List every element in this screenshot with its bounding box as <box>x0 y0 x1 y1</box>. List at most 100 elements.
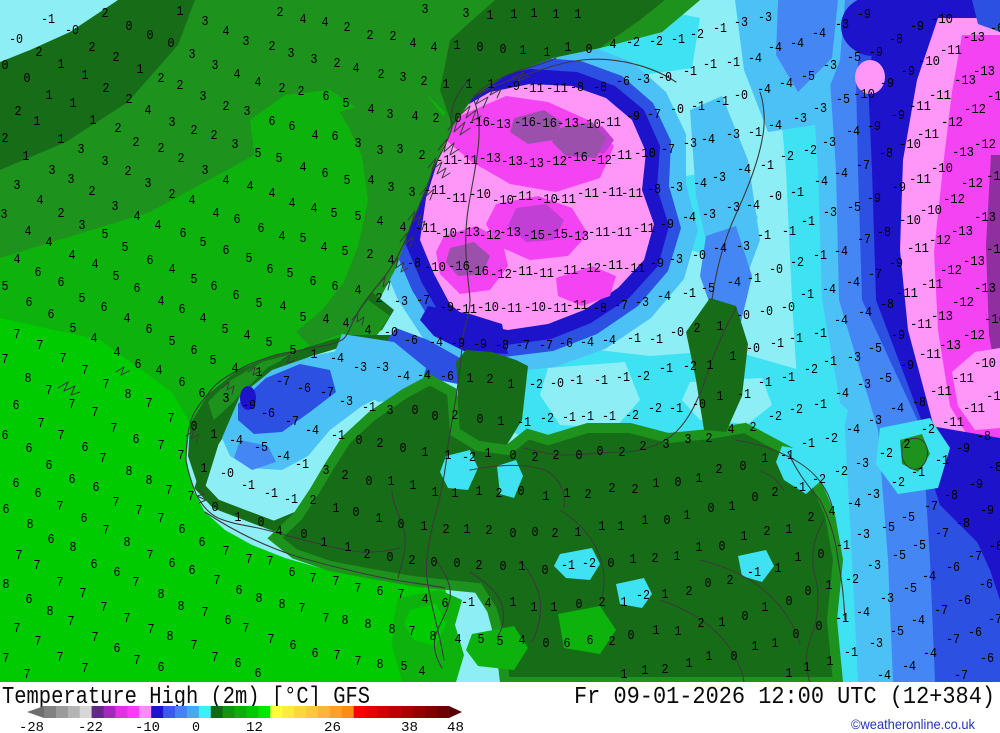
svg-text:1: 1 <box>46 88 53 104</box>
svg-text:-10: -10 <box>424 260 446 276</box>
svg-text:0: 0 <box>708 501 715 517</box>
svg-text:-10: -10 <box>477 300 499 316</box>
svg-text:6: 6 <box>48 532 55 548</box>
svg-text:5: 5 <box>255 146 262 162</box>
svg-text:3: 3 <box>244 104 251 120</box>
svg-text:3: 3 <box>14 178 21 194</box>
svg-text:2: 2 <box>496 486 503 502</box>
svg-text:-10: -10 <box>918 54 940 70</box>
svg-text:-0: -0 <box>670 325 684 341</box>
svg-text:-7: -7 <box>661 142 675 158</box>
svg-text:2: 2 <box>609 634 616 650</box>
svg-text:-1: -1 <box>737 387 751 403</box>
svg-text:-1: -1 <box>801 436 815 452</box>
svg-text:-2: -2 <box>780 149 794 165</box>
svg-text:0: 0 <box>608 556 615 572</box>
svg-text:3: 3 <box>232 137 239 153</box>
svg-text:-9: -9 <box>473 337 487 353</box>
svg-text:-11: -11 <box>917 127 939 143</box>
svg-text:1: 1 <box>421 519 428 535</box>
svg-text:-11: -11 <box>623 261 645 277</box>
svg-text:4: 4 <box>610 37 617 53</box>
svg-text:1: 1 <box>82 68 89 84</box>
svg-text:4: 4 <box>728 422 735 438</box>
svg-text:4: 4 <box>223 24 230 40</box>
svg-text:6: 6 <box>147 253 154 269</box>
svg-text:1: 1 <box>804 660 811 676</box>
svg-text:-6: -6 <box>957 593 971 609</box>
svg-text:0: 0 <box>24 71 31 87</box>
svg-text:1: 1 <box>388 474 395 490</box>
svg-text:-8: -8 <box>889 32 903 48</box>
svg-text:-1: -1 <box>331 428 345 444</box>
svg-text:7: 7 <box>334 648 341 664</box>
svg-text:-12: -12 <box>964 102 986 118</box>
svg-text:7: 7 <box>147 548 154 564</box>
svg-text:0: 0 <box>752 490 759 506</box>
svg-text:0: 0 <box>477 40 484 56</box>
svg-text:2: 2 <box>772 485 779 501</box>
svg-text:©weatheronline.co.uk: ©weatheronline.co.uk <box>851 716 976 732</box>
svg-text:2: 2 <box>211 128 218 144</box>
svg-text:-10: -10 <box>469 187 491 203</box>
svg-text:-10: -10 <box>524 300 546 316</box>
svg-text:-1: -1 <box>748 125 762 141</box>
svg-text:-9: -9 <box>969 477 983 493</box>
svg-text:0: 0 <box>542 563 549 579</box>
svg-text:-0: -0 <box>769 262 783 278</box>
svg-text:2: 2 <box>277 5 284 21</box>
svg-text:-3: -3 <box>855 456 869 472</box>
svg-text:1: 1 <box>752 639 759 655</box>
svg-text:-1: -1 <box>781 370 795 386</box>
svg-text:7: 7 <box>3 651 10 667</box>
svg-text:1: 1 <box>707 358 714 374</box>
svg-text:0: 0 <box>366 474 373 490</box>
svg-text:-1: -1 <box>561 558 575 574</box>
svg-text:7: 7 <box>223 544 230 560</box>
svg-text:6: 6 <box>189 563 196 579</box>
svg-text:1: 1 <box>90 113 97 129</box>
svg-text:-3: -3 <box>868 413 882 429</box>
svg-text:6: 6 <box>3 502 10 518</box>
svg-text:-5: -5 <box>254 440 268 456</box>
svg-text:1: 1 <box>674 549 681 565</box>
svg-text:-16: -16 <box>467 264 489 280</box>
svg-text:-9: -9 <box>242 398 256 414</box>
svg-text:3: 3 <box>78 142 85 158</box>
svg-text:-0: -0 <box>658 70 672 86</box>
svg-text:-1: -1 <box>790 185 804 201</box>
svg-text:2: 2 <box>133 135 140 151</box>
svg-text:-7: -7 <box>968 549 982 565</box>
svg-text:2: 2 <box>619 445 626 461</box>
svg-text:-0: -0 <box>692 397 706 413</box>
svg-text:3: 3 <box>79 218 86 234</box>
svg-text:-8: -8 <box>944 488 958 504</box>
svg-text:6: 6 <box>289 119 296 135</box>
svg-text:-1: -1 <box>284 492 298 508</box>
svg-text:4: 4 <box>300 160 307 176</box>
svg-text:-0: -0 <box>781 300 795 316</box>
svg-text:5: 5 <box>343 96 350 112</box>
svg-text:-13: -13 <box>939 338 961 354</box>
svg-text:26: 26 <box>324 720 341 733</box>
svg-text:7: 7 <box>158 511 165 527</box>
svg-text:4: 4 <box>69 248 76 264</box>
svg-text:7: 7 <box>57 650 64 666</box>
svg-text:2: 2 <box>419 148 426 164</box>
svg-text:-12: -12 <box>943 192 965 208</box>
svg-text:-8: -8 <box>570 80 584 96</box>
svg-text:1: 1 <box>432 485 439 501</box>
svg-text:-4: -4 <box>417 368 431 384</box>
svg-text:3: 3 <box>387 107 394 123</box>
svg-text:-8: -8 <box>877 225 891 241</box>
svg-text:2: 2 <box>279 81 286 97</box>
svg-text:8: 8 <box>430 629 437 645</box>
svg-text:-4: -4 <box>846 124 860 140</box>
svg-text:-13: -13 <box>963 254 985 270</box>
svg-text:-1: -1 <box>835 611 849 627</box>
svg-text:-0: -0 <box>220 466 234 482</box>
svg-text:6: 6 <box>332 279 339 295</box>
svg-text:6: 6 <box>199 535 206 551</box>
svg-text:2: 2 <box>89 40 96 56</box>
svg-text:1: 1 <box>345 540 352 556</box>
